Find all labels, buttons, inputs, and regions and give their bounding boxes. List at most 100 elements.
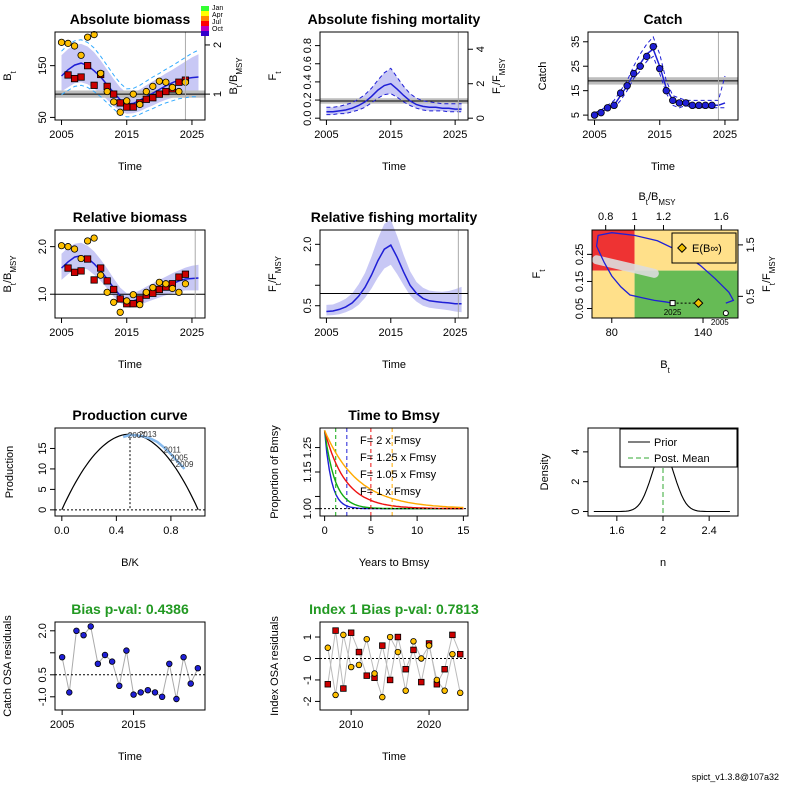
x-tick-label: 2025: [713, 129, 737, 141]
chart-absolute-fishing: Absolute fishing mortality 2005 2015 2025 0.…: [267, 11, 507, 173]
residual-point-q2: [386, 633, 394, 641]
residual-point-q2: [433, 676, 441, 684]
chart-catch-osa: Bias p-val: 0.4386 2005 2015 -1.0 0.5 2.0 Time…: [2, 601, 206, 763]
index-point-q2: [149, 82, 157, 90]
index-point-q2: [84, 33, 92, 41]
y-right-tick-label: 4: [475, 46, 487, 52]
residual-point: [137, 689, 144, 696]
index-point-q1: [77, 73, 85, 81]
index-point-q1: [84, 255, 92, 263]
catch-point: [603, 104, 612, 112]
y-tick-label: 0.6: [302, 56, 314, 71]
index-point-q1: [64, 264, 72, 272]
index-point-q2: [77, 254, 85, 263]
month-legend-label: Apr: [212, 12, 224, 19]
y-right-tick-label: 0: [475, 115, 487, 121]
x-top-tick-label: 1: [632, 211, 638, 223]
x-tick-label: 0.0: [54, 525, 69, 537]
residual-point: [58, 654, 66, 661]
x-tick-label: 2020: [417, 719, 441, 731]
y-tick-label: 15: [570, 85, 582, 97]
residual-point-q1: [332, 627, 339, 634]
y-tick-label: 0.2: [302, 92, 314, 107]
catch-point: [623, 82, 631, 90]
index-point-q1: [70, 268, 79, 276]
index-point-q1: [116, 99, 124, 107]
y-tick-label: -2: [302, 697, 314, 707]
month-legend-label: Jan: [212, 5, 223, 12]
residual-point: [116, 682, 123, 689]
index-point-q2: [116, 108, 124, 116]
x-axis-label: Bt: [660, 359, 670, 375]
index-point-q2: [168, 83, 176, 91]
y-tick-label: 1.0: [37, 287, 49, 302]
legend-mean-label: Post. Mean: [654, 453, 710, 465]
x-axis-label: Time: [382, 751, 406, 763]
catch-point: [662, 86, 670, 95]
index-point-q1: [129, 300, 137, 308]
start-year-label: 2005: [711, 318, 729, 327]
index-point-q2: [110, 98, 118, 106]
x-tick-label: 2025: [180, 327, 204, 339]
y-tick-label: -1.0: [37, 687, 49, 706]
index-point-q1: [181, 270, 190, 278]
index-point-q1: [64, 71, 72, 79]
x-tick-label: 15: [457, 525, 469, 537]
x-tick-label: 140: [694, 327, 712, 339]
index-point-q2: [70, 245, 79, 253]
y-right-tick-label: 1: [212, 91, 224, 97]
x-axis-label: Time: [382, 359, 406, 371]
y-tick-label: 2.0: [37, 623, 49, 638]
x-axis-label: Time: [118, 359, 142, 371]
index-point-q2: [103, 87, 111, 96]
x-tick-label: 2005: [49, 129, 73, 141]
y-axis-label: Proportion of Bmsy: [269, 425, 281, 519]
catch-point: [590, 111, 599, 119]
end-point-marker: [669, 300, 676, 307]
residual-point-q1: [441, 666, 448, 673]
y-right-axis-label: Bt/BMSY: [228, 57, 244, 95]
chart-index-osa: Index 1 Bias p-val: 0.7813 2010 2020 -2 -1 0 1…: [269, 601, 479, 763]
x-tick-label: 0: [322, 525, 328, 537]
catch-point: [669, 96, 677, 105]
kobe-legend-label: E(B∞): [692, 243, 722, 255]
y-right-tick-label: 2: [212, 42, 224, 48]
residual-point-q2: [441, 687, 448, 694]
kobe-legend-box: [671, 232, 737, 264]
plot-frame: [54, 621, 206, 711]
residual-point-q2: [332, 691, 339, 699]
x-tick-label: 2015: [121, 719, 145, 731]
fishing-estimate-line: [326, 82, 462, 113]
y-axis-label: Ft: [531, 269, 547, 279]
index-point-q1: [123, 103, 131, 111]
y-right-tick-label: 0.5: [745, 289, 757, 304]
x-tick-label: 2: [660, 525, 666, 537]
month-legend-label: Jul: [212, 19, 221, 26]
index-point-q2: [77, 51, 85, 59]
index-point-q1: [142, 95, 150, 103]
x-tick-label: 10: [411, 525, 423, 537]
catch-point: [649, 42, 657, 51]
index-point-q2: [129, 291, 137, 299]
ci-upper-line: [326, 67, 462, 108]
month-legend-swatch: [201, 6, 209, 11]
catch-point: [682, 99, 690, 107]
y-tick-label: 35: [570, 36, 582, 48]
index-point-q2: [136, 100, 144, 109]
y-tick-label: 0.25: [574, 244, 586, 265]
msy-uncertainty: [592, 255, 659, 278]
y-tick-label: 1.25: [302, 437, 314, 458]
x-tick-label: 2005: [314, 327, 338, 339]
x-axis-label: Time: [118, 751, 142, 763]
y-tick-label: 1.00: [302, 498, 314, 519]
catch-point: [616, 89, 625, 97]
index-point-q2: [162, 280, 170, 288]
x-tick-label: 80: [606, 327, 618, 339]
residual-point-q1: [347, 629, 355, 636]
chart-title: Bias p-val: 0.4386: [71, 601, 189, 617]
index-point-q1: [103, 277, 111, 285]
residual-point: [151, 689, 159, 696]
index-point-q2: [168, 284, 176, 293]
catch-point: [610, 101, 618, 110]
x-tick-label: 2005: [582, 129, 606, 141]
